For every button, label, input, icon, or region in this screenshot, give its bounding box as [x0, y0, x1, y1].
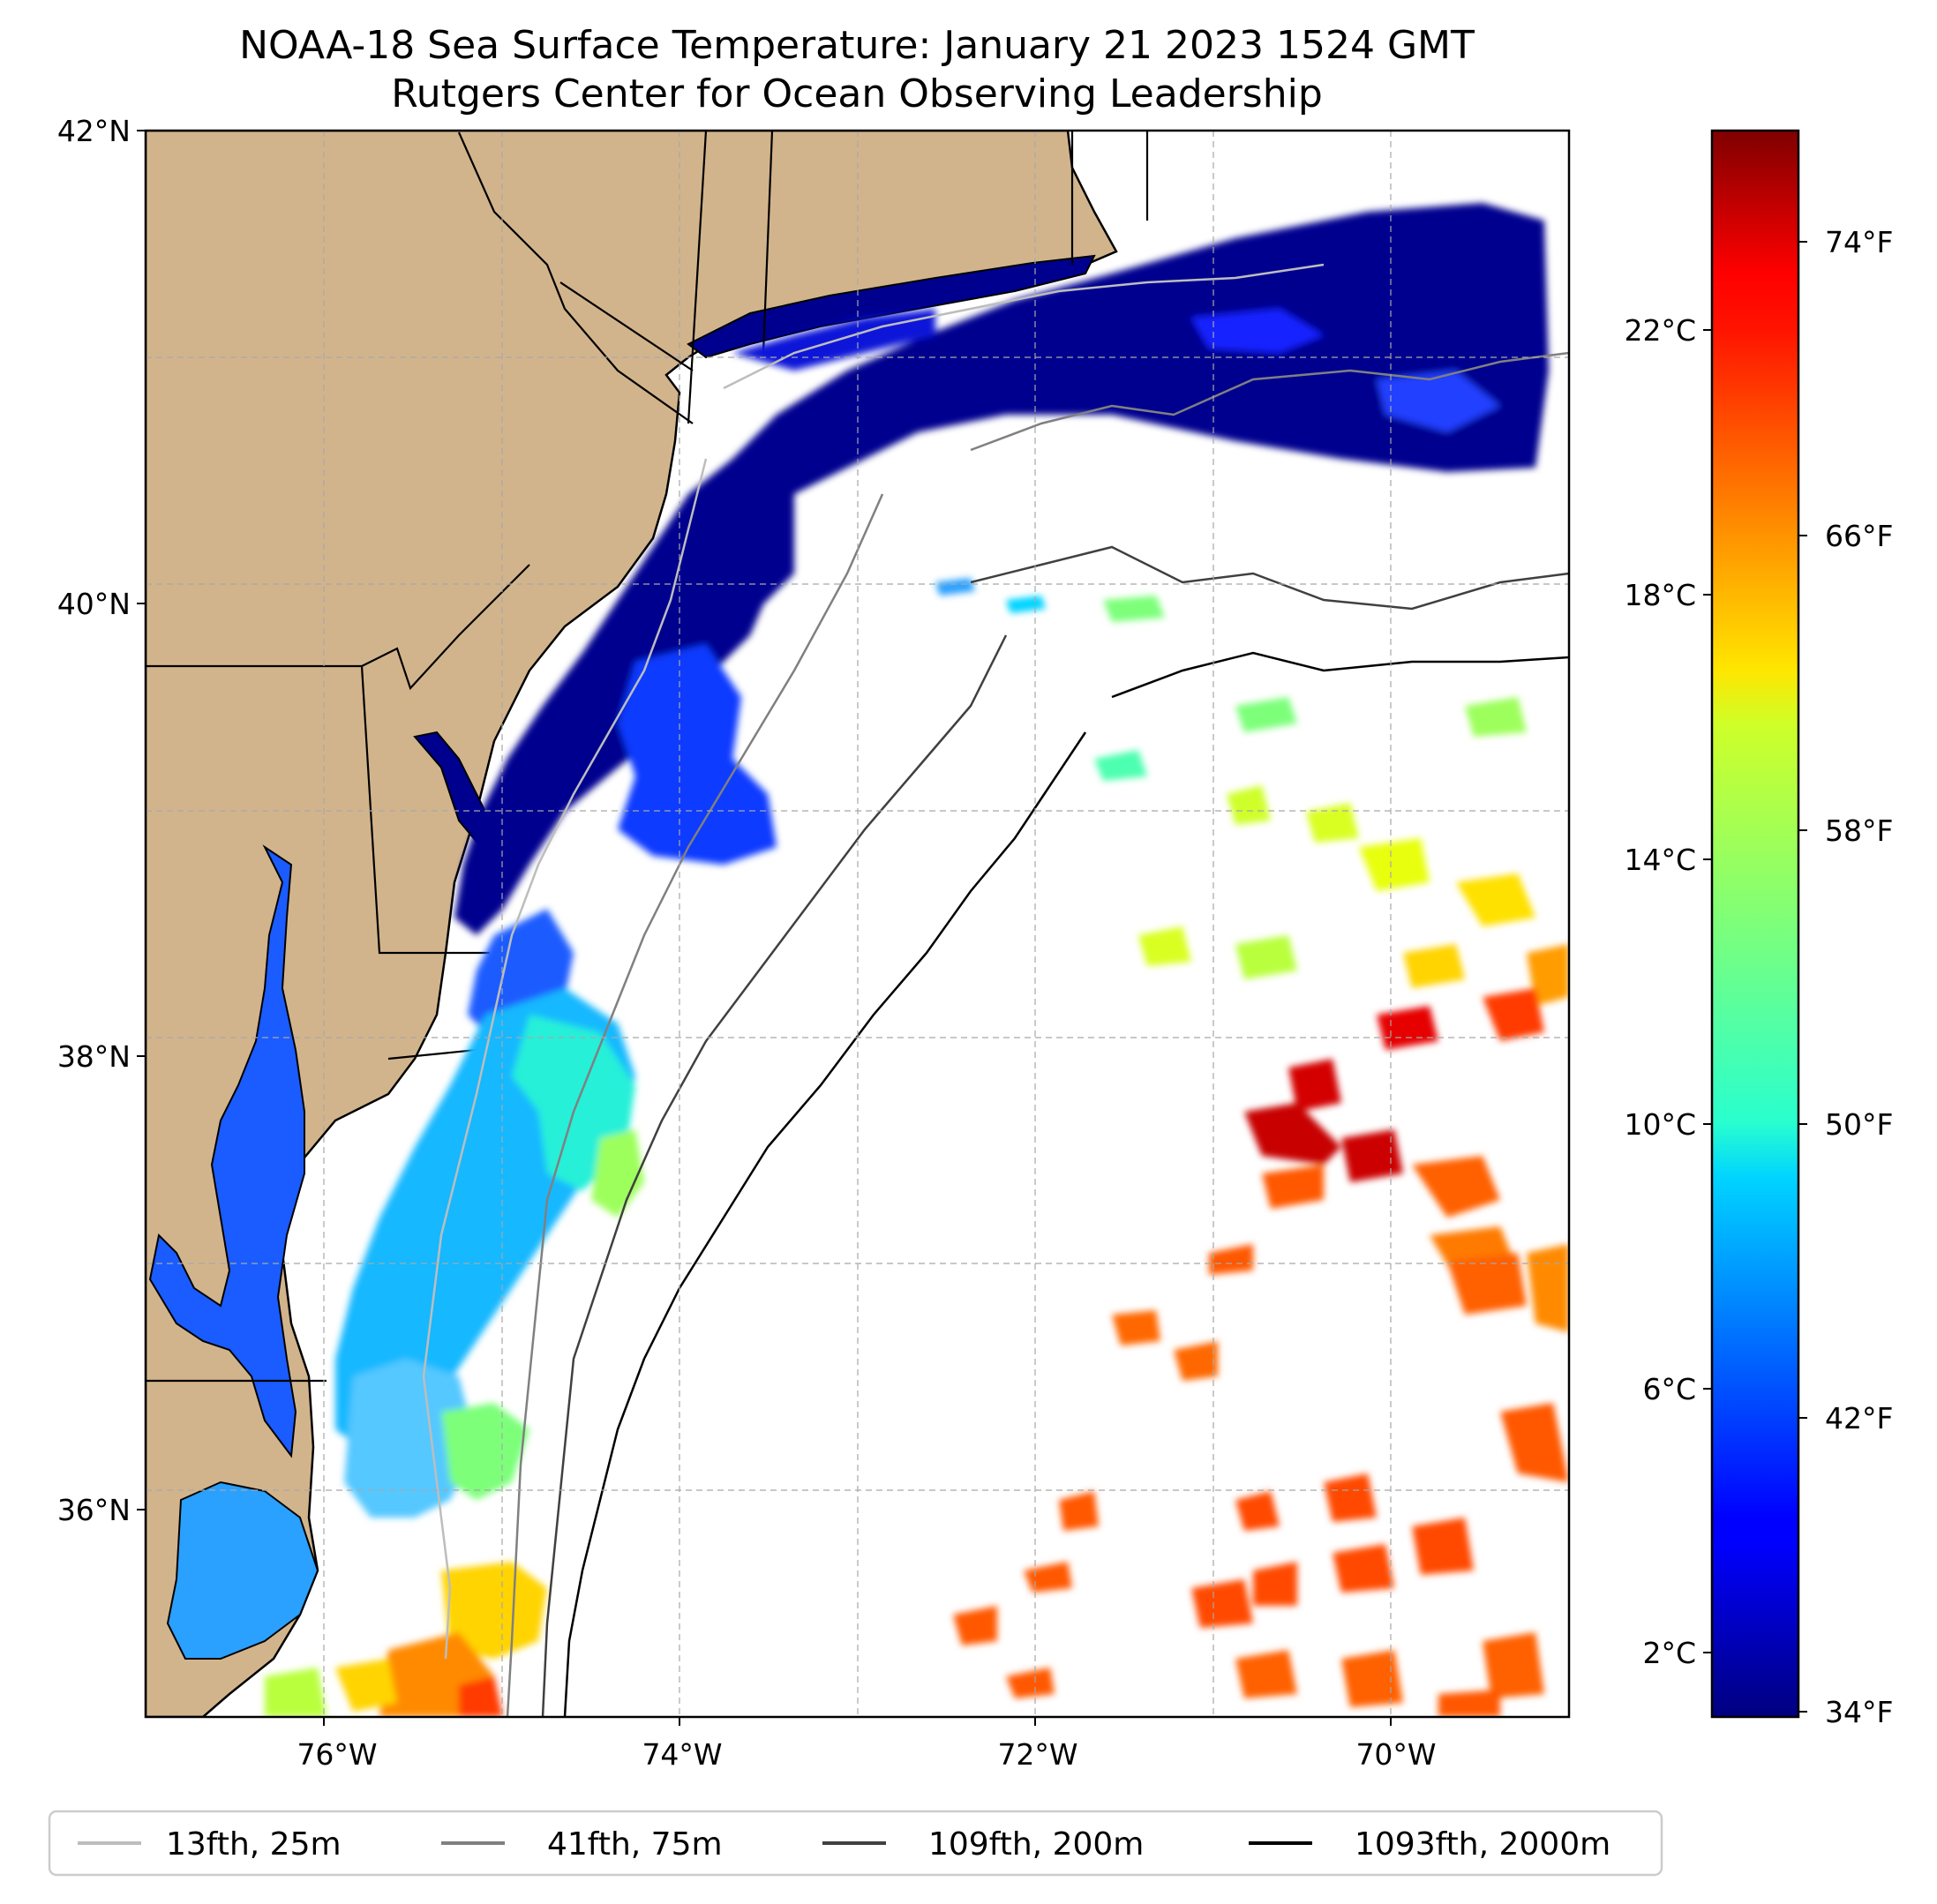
colorbar-fahrenheit-label: 74°F [1825, 225, 1893, 259]
lon-tick-label: 74°W [642, 1737, 722, 1772]
gridlines [146, 131, 1569, 1717]
lon-axis: 76°W 74°W 72°W 70°W [297, 1717, 1437, 1772]
lat-tick-label: 40°N [57, 587, 131, 621]
chart-title: NOAA-18 Sea Surface Temperature: January… [239, 23, 1475, 68]
lat-axis: 42°N 40°N 38°N 36°N [57, 114, 146, 1527]
isobath-2000m [563, 651, 1569, 1717]
colorbar-fahrenheit-label: 42°F [1825, 1401, 1893, 1435]
legend-label: 109fth, 200m [928, 1826, 1144, 1863]
lon-tick-label: 76°W [297, 1737, 377, 1772]
colorbar-celsius-label: 22°C [1624, 313, 1696, 348]
colorbar-celsius-label: 2°C [1642, 1636, 1696, 1670]
pamlico-sound [166, 1480, 319, 1660]
map-panel [146, 131, 1569, 1717]
lon-tick-label: 70°W [1355, 1737, 1436, 1772]
isobath-legend: 13fth, 25m 41fth, 75m 109fth, 200m 1093f… [48, 1810, 1663, 1877]
colorbar: 22°C 18°C 14°C 10°C 6°C 2°C 74°F 66°F 58… [1624, 129, 1893, 1729]
state-borders [146, 131, 1149, 1383]
chesapeake-bay [148, 844, 305, 1458]
colorbar-fahrenheit-label: 50°F [1825, 1107, 1893, 1142]
colorbar-gradient [1710, 129, 1800, 1719]
sst-field [265, 203, 1569, 1717]
map-frame [144, 129, 1571, 1719]
isobaths [422, 263, 1569, 1717]
legend-label: 1093fth, 2000m [1355, 1826, 1610, 1863]
lat-tick-label: 36°N [57, 1493, 131, 1527]
colorbar-fahrenheit-label: 66°F [1825, 519, 1893, 553]
colorbar-fahrenheit-label: 58°F [1825, 813, 1893, 848]
colorbar-celsius-label: 14°C [1624, 843, 1696, 877]
colorbar-fahrenheit-label: 34°F [1825, 1695, 1893, 1729]
colorbar-celsius-label: 18°C [1624, 578, 1696, 612]
long-island-sound [687, 254, 1096, 359]
legend-label: 13fth, 25m [166, 1826, 342, 1863]
lat-tick-label: 42°N [57, 114, 131, 148]
lon-tick-label: 72°W [997, 1737, 1077, 1772]
legend-label: 41fth, 75m [547, 1826, 723, 1863]
colorbar-celsius-label: 10°C [1624, 1107, 1696, 1142]
colorbar-celsius-label: 6°C [1642, 1372, 1696, 1406]
isobath-200m [541, 545, 1569, 1717]
chart-subtitle: Rutgers Center for Ocean Observing Leade… [391, 71, 1323, 116]
lat-tick-label: 38°N [57, 1039, 131, 1074]
isobath-25m [422, 263, 1325, 1660]
isobath-75m [506, 351, 1569, 1717]
